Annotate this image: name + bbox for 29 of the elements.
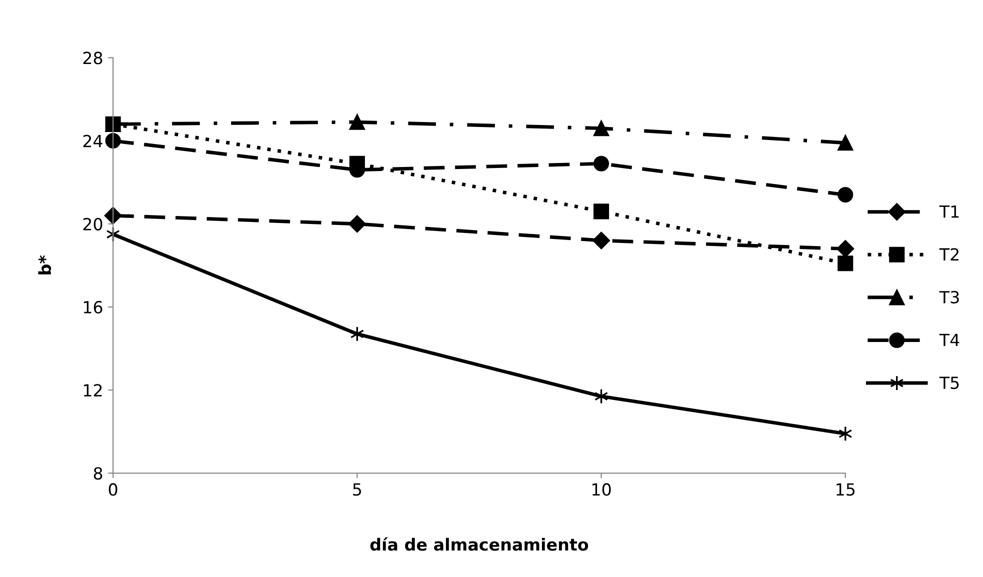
y-tick-label: 12: [84, 384, 102, 396]
point: [104, 206, 122, 224]
x-tick-label: 0: [108, 483, 118, 496]
x-axis-title: día de almacenamiento: [370, 537, 588, 551]
x-tick-label: 5: [353, 483, 362, 496]
x-tick-label: 10: [592, 483, 611, 496]
legend-label: T1: [939, 206, 959, 218]
y-tick-label: 28: [83, 52, 102, 64]
point: [105, 133, 121, 149]
y-tick-label: 20: [83, 218, 102, 230]
point: [592, 232, 610, 250]
legend-label: T5: [939, 376, 959, 390]
y-tick-label: 8: [94, 467, 102, 480]
x-tick-label: 15: [836, 483, 855, 496]
point: [348, 215, 366, 233]
point: [593, 204, 610, 220]
legend-label: T3: [939, 290, 959, 304]
legend-label: T4: [939, 334, 960, 346]
y-tick-label: 16: [84, 300, 102, 314]
point: [593, 120, 610, 136]
point: [838, 187, 854, 203]
y-tick-label: 24: [83, 134, 102, 148]
legend-label: T2: [939, 248, 958, 260]
point: [836, 240, 854, 258]
point: [838, 256, 854, 272]
point: [593, 156, 610, 172]
point: [349, 114, 365, 130]
y-axis-title: b*: [38, 255, 52, 274]
point: [838, 135, 854, 151]
